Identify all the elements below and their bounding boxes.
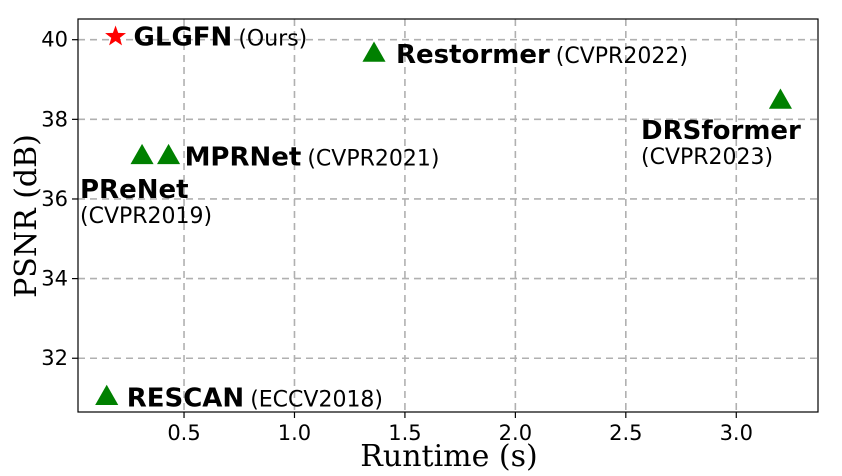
axes: 0.5 1.0 1.5 2.0 2.5 3.0 32 34 36 38 40: [41, 18, 819, 445]
x-tick-label: 0.5: [167, 421, 200, 445]
y-tick-label: 34: [41, 267, 68, 291]
label-mprnet-venue: (CVPR2021): [307, 147, 439, 172]
label-drsformer-name: DRSformer: [641, 116, 801, 146]
x-tick-label: 1.5: [388, 421, 421, 445]
point-restormer-triangle: [362, 41, 386, 62]
y-tick-label: 38: [41, 107, 68, 131]
point-mprnet-triangle: [157, 143, 181, 165]
label-restormer-name: Restormer: [396, 40, 550, 70]
y-tick-label: 40: [41, 28, 68, 52]
x-tick-label: 2.0: [499, 421, 532, 445]
label-glgfn-venue: (Ours): [238, 27, 307, 52]
grid: [78, 19, 818, 412]
label-restormer: Restormer (CVPR2022): [396, 40, 688, 70]
label-glgfn-name: GLGFN: [134, 23, 233, 53]
label-prenet-name: PReNet: [80, 175, 189, 205]
point-prenet-triangle: [130, 143, 154, 165]
label-mprnet-name: MPRNet: [185, 143, 302, 173]
x-axis-title: Runtime (s): [360, 439, 537, 474]
plot-frame: [77, 18, 819, 413]
label-mprnet: MPRNet (CVPR2021): [185, 143, 440, 173]
label-drsformer-venue: (CVPR2023): [641, 145, 773, 170]
x-tick-label: 1.0: [278, 421, 311, 445]
label-rescan-venue: (ECCV2018): [250, 387, 383, 412]
label-rescan: RESCAN (ECCV2018): [127, 383, 383, 413]
x-tick-label: 3.0: [720, 421, 753, 445]
point-labels: GLGFN (Ours)Restormer (CVPR2022)DRSformer(…: [80, 23, 801, 414]
y-tick-label: 36: [41, 187, 68, 211]
point-rescan-triangle: [95, 384, 119, 405]
y-axis-title: PSNR (dB): [9, 134, 44, 298]
label-prenet-venue: (CVPR2019): [80, 204, 212, 229]
point-drsformer-triangle: [768, 88, 792, 109]
label-rescan-name: RESCAN: [127, 383, 244, 413]
point-glgfn-star: [105, 25, 127, 46]
data-points: [95, 25, 792, 405]
label-restormer-venue: (CVPR2022): [556, 44, 688, 69]
y-tick-label: 32: [41, 346, 68, 370]
label-glgfn: GLGFN (Ours): [134, 23, 308, 53]
x-tick-label: 2.5: [609, 421, 642, 445]
